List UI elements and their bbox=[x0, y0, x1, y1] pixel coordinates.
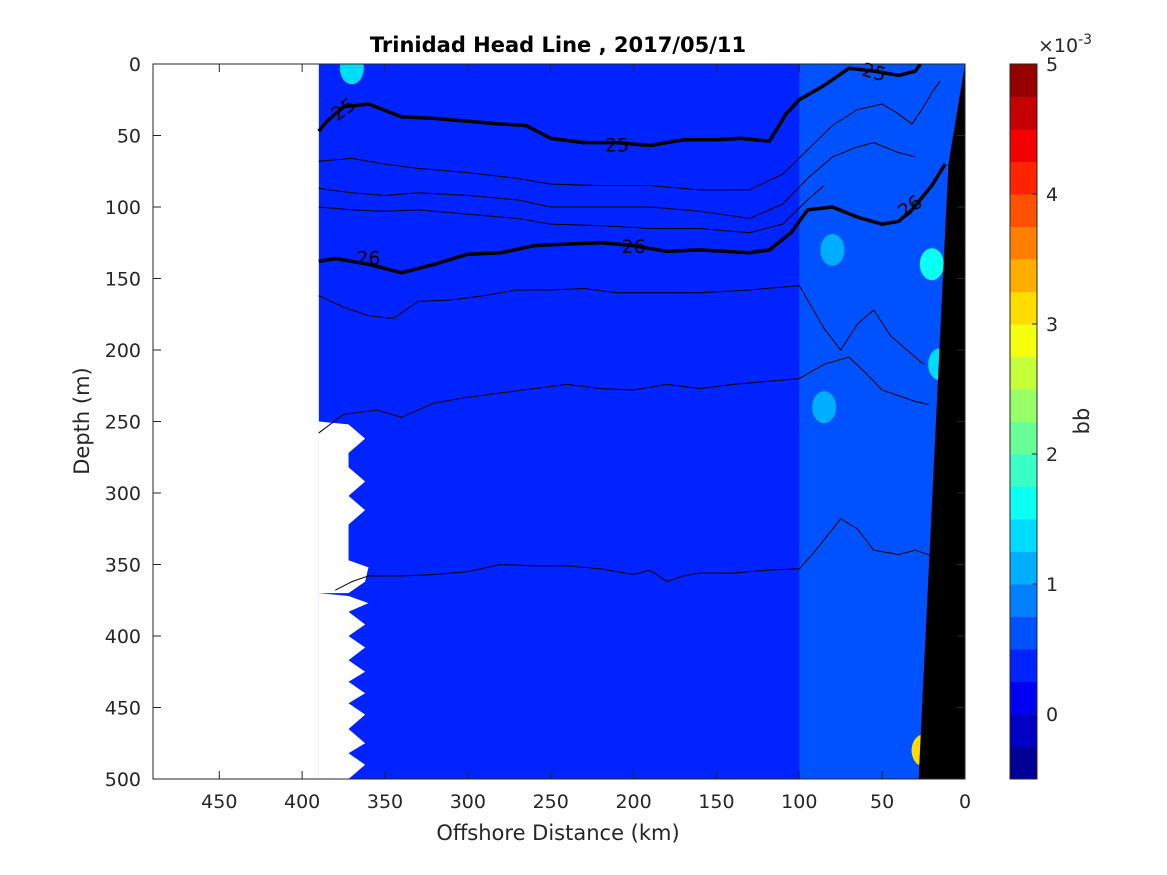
contour-label: 25 bbox=[605, 135, 629, 157]
colorbar-swatch bbox=[1010, 746, 1037, 780]
x-tick-label: 200 bbox=[615, 791, 651, 813]
colorbar-tick-label: 3 bbox=[1046, 314, 1058, 336]
colorbar-exponent: ×10-3 bbox=[1038, 32, 1092, 57]
colorbar: 0 1 2 3 4 5 ×10-3 bb bbox=[1009, 32, 1094, 780]
x-tick-label: 250 bbox=[533, 791, 569, 813]
y-tick-label: 400 bbox=[105, 626, 141, 648]
contour-line bbox=[335, 518, 933, 591]
missing-data-gap bbox=[318, 593, 369, 779]
field-feature bbox=[812, 391, 837, 424]
density-contours bbox=[317, 64, 947, 591]
colorbar-swatch bbox=[1010, 389, 1037, 422]
colorbar-swatch bbox=[1010, 616, 1037, 650]
colorbar-swatch bbox=[1010, 64, 1037, 97]
y-tick-label: 450 bbox=[105, 698, 141, 720]
bb-field bbox=[318, 64, 965, 779]
colorbar-tick-label: 1 bbox=[1046, 574, 1058, 596]
colorbar-swatch bbox=[1010, 584, 1037, 617]
colorbar-swatch bbox=[1010, 324, 1037, 357]
colorbar-swatch bbox=[1010, 519, 1037, 552]
colorbar-swatch bbox=[1010, 649, 1037, 682]
y-axis-ticks: 0 50 100 150 200 250 300 350 400 450 500 bbox=[105, 54, 965, 791]
colorbar-exponent-base: ×10 bbox=[1038, 35, 1078, 57]
y-tick-label: 350 bbox=[105, 555, 141, 577]
contour-label: 26 bbox=[621, 236, 645, 258]
contour-label: 26 bbox=[356, 247, 380, 269]
x-tick-label: 300 bbox=[450, 791, 486, 813]
colorbar-swatch bbox=[1010, 161, 1037, 195]
contour-line bbox=[318, 163, 947, 275]
colorbar-swatch bbox=[1010, 356, 1037, 390]
y-tick-label: 50 bbox=[117, 126, 141, 148]
contour-line bbox=[318, 356, 929, 434]
y-tick-label: 0 bbox=[129, 54, 141, 76]
colorbar-tick-label: 0 bbox=[1046, 704, 1058, 726]
field-feature bbox=[339, 64, 364, 85]
colorbar-swatch bbox=[1010, 421, 1037, 455]
x-axis-ticks: 450 400 350 300 250 200 150 100 50 0 bbox=[201, 64, 971, 813]
colorbar-exponent-power: -3 bbox=[1078, 32, 1092, 48]
contour-line bbox=[318, 285, 924, 365]
x-tick-label: 400 bbox=[284, 791, 320, 813]
colorbar-swatch bbox=[1010, 129, 1037, 162]
colorbar-ticks: 0 1 2 3 4 5 bbox=[1032, 54, 1058, 726]
x-tick-label: 50 bbox=[870, 791, 894, 813]
colorbar-swatches bbox=[1010, 64, 1037, 780]
contour-line bbox=[318, 185, 825, 234]
seafloor bbox=[918, 64, 965, 779]
colorbar-swatch bbox=[1010, 96, 1037, 130]
colorbar-swatch bbox=[1010, 486, 1037, 520]
colorbar-swatch bbox=[1010, 681, 1037, 715]
colorbar-frame bbox=[1009, 63, 1038, 780]
y-tick-label: 100 bbox=[105, 197, 141, 219]
x-tick-label: 100 bbox=[781, 791, 817, 813]
x-tick-label: 0 bbox=[959, 791, 971, 813]
colorbar-tick-label: 2 bbox=[1046, 444, 1058, 466]
colorbar-swatch bbox=[1010, 291, 1037, 325]
x-axis-label: Offshore Distance (km) bbox=[436, 821, 679, 845]
chart-title: Trinidad Head Line , 2017/05/11 bbox=[370, 33, 746, 57]
y-tick-label: 300 bbox=[105, 483, 141, 505]
y-axis-label: Depth (m) bbox=[70, 367, 94, 474]
missing-data-gap bbox=[318, 421, 369, 594]
y-tick-label: 150 bbox=[105, 269, 141, 291]
contour-line bbox=[317, 64, 922, 148]
field-feature bbox=[919, 248, 944, 281]
x-tick-label: 350 bbox=[367, 791, 403, 813]
field-feature bbox=[820, 233, 845, 266]
colorbar-tick-label: 4 bbox=[1046, 184, 1058, 206]
missing-data-gaps bbox=[153, 64, 369, 779]
y-tick-label: 250 bbox=[105, 412, 141, 434]
bathymetry bbox=[918, 64, 965, 779]
x-tick-label: 150 bbox=[698, 791, 734, 813]
colorbar-swatch bbox=[1010, 259, 1037, 292]
contour-line bbox=[318, 80, 941, 191]
colorbar-swatch bbox=[1010, 454, 1037, 487]
colorbar-label: bb bbox=[1070, 408, 1094, 435]
contour-line bbox=[318, 142, 916, 219]
colorbar-tick-label: 5 bbox=[1046, 54, 1058, 76]
colorbar-swatch bbox=[1010, 194, 1037, 227]
x-tick-label: 450 bbox=[201, 791, 237, 813]
y-tick-label: 500 bbox=[105, 769, 141, 791]
no-data-region bbox=[153, 64, 319, 779]
colorbar-swatch bbox=[1010, 551, 1037, 585]
colorbar-swatch bbox=[1010, 226, 1037, 260]
y-tick-label: 200 bbox=[105, 340, 141, 362]
colorbar-swatch bbox=[1010, 714, 1037, 747]
